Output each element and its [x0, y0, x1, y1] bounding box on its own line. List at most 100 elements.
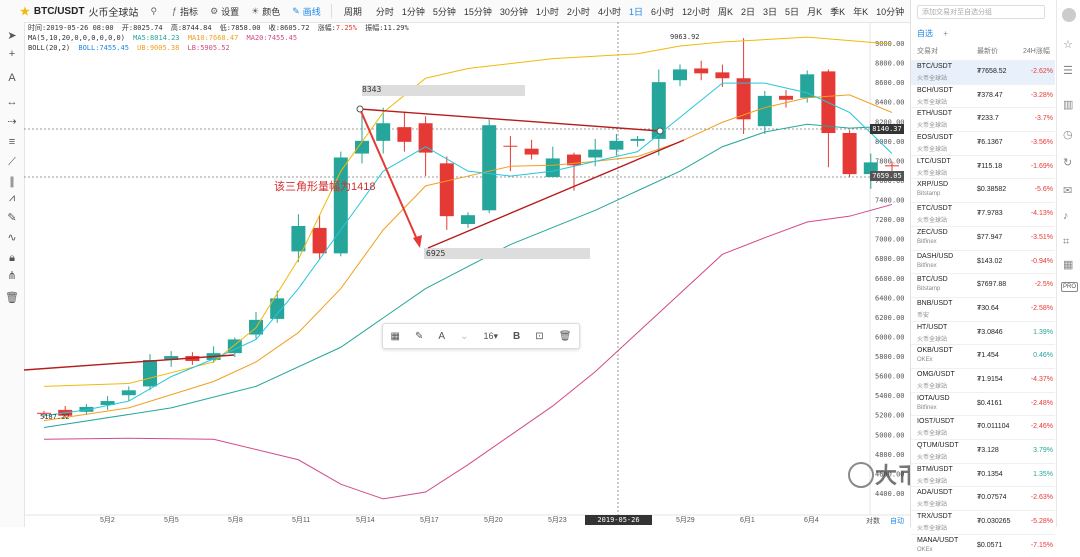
lock-icon[interactable]: 🔒︎: [9, 252, 15, 264]
interval-11[interactable]: 周K: [718, 6, 734, 17]
interval-14[interactable]: 5日: [785, 6, 800, 17]
list-item[interactable]: BTC/USD Bitstamp $7697.88 -2.5%: [911, 273, 1055, 297]
text-tool-icon[interactable]: A: [8, 72, 16, 84]
list-item[interactable]: ETC/USDT 火币全球站 ₮7.9783 -4.13%: [911, 202, 1055, 226]
interval-9[interactable]: 6小时: [650, 6, 674, 17]
settings-button[interactable]: ⚙ 设置: [210, 5, 239, 18]
list-item[interactable]: ETH/USDT 火币全球站 ₮233.7 -3.7%: [911, 107, 1055, 131]
list-item[interactable]: ZEC/USD Bitfinex $77.947 -3.51%: [911, 225, 1055, 250]
chat-icon[interactable]: ✉: [1063, 185, 1073, 197]
interval-15[interactable]: 月K: [807, 6, 823, 17]
draw-button[interactable]: ✎ 画线: [292, 5, 321, 18]
interval-12[interactable]: 2日: [741, 6, 756, 17]
list-item[interactable]: ADA/USDT 火币全球站 ₮0.07574 -2.63%: [911, 486, 1055, 510]
candle-body: [715, 72, 730, 79]
list-item[interactable]: BCH/USDT 火币全球站 ₮378.47 -3.28%: [911, 83, 1055, 108]
interval-16[interactable]: 季K: [830, 6, 846, 17]
list-item[interactable]: IOTA/USD Bitfinex $0.4161 -2.48%: [911, 391, 1055, 416]
magnet-icon[interactable]: ⋔: [7, 270, 17, 282]
indicator-info: 时间:2019-05-26 08:00 开:8025.74 高:8744.84 …: [28, 23, 413, 53]
chart-icon[interactable]: ▥: [1063, 99, 1074, 111]
list-item[interactable]: BTM/USDT 火币全球站 ₮0.1354 1.35%: [911, 462, 1055, 487]
right-icon-bar: ☆ ☰ ▥ ◷ ↻ ✉ ♪ ⌗ ▦ PRO: [1056, 0, 1080, 527]
col-change[interactable]: 24H涨幅: [1023, 48, 1050, 55]
interval-10[interactable]: 12小时: [681, 6, 710, 17]
brush-icon[interactable]: ✎: [7, 212, 17, 224]
log-scale-toggle[interactable]: 对数: [866, 518, 880, 525]
indicators-button[interactable]: ƒ 指标: [172, 5, 198, 18]
price-tick-label: 4800.00: [875, 451, 905, 459]
interval-2[interactable]: 5分钟: [432, 6, 456, 17]
fib-icon[interactable]: ≡: [8, 136, 16, 148]
pro-badge[interactable]: PRO: [1061, 282, 1079, 292]
interval-6[interactable]: 2小时: [566, 6, 590, 17]
ma10-line: [43, 94, 893, 422]
candle-body: [800, 74, 815, 98]
star-list-icon[interactable]: ☆: [1063, 39, 1073, 51]
calendar-icon[interactable]: ▦: [1063, 259, 1074, 271]
pair-symbol: ETC/USDT: [917, 205, 952, 213]
list-item[interactable]: LTC/USDT 火币全球站 ₮115.18 -1.69%: [911, 154, 1055, 179]
pair-change: -3.28%: [1030, 91, 1053, 99]
search-input[interactable]: 添加交易对至自选分组: [917, 5, 1045, 19]
list-item[interactable]: OKB/USDT OKEx ₮1.454 0.46%: [911, 344, 1055, 368]
interval-4[interactable]: 30分钟: [499, 6, 528, 17]
pattern-icon[interactable]: ⩘: [8, 192, 16, 204]
theme-button[interactable]: ☀ 颜色: [251, 5, 280, 18]
refresh-icon[interactable]: ↻: [1063, 157, 1073, 169]
col-pair[interactable]: 交易对: [917, 48, 938, 55]
list-icon[interactable]: ☰: [1063, 65, 1073, 77]
candlestick-chart[interactable]: 9000.008800.008600.008400.008200.008000.…: [24, 22, 910, 527]
star-icon[interactable]: ★: [20, 5, 30, 18]
clock-icon[interactable]: ◷: [1063, 129, 1073, 141]
interval-13[interactable]: 3日: [763, 6, 778, 17]
list-item[interactable]: QTUM/USDT 火币全球站 ₮3.128 3.79%: [911, 439, 1055, 463]
list-item[interactable]: BTC/USDT 火币全球站 ₮7658.52 -2.62%: [911, 60, 1055, 84]
bookmark-icon[interactable]: ⌗: [1063, 236, 1070, 248]
font-icon[interactable]: A: [438, 330, 446, 342]
delete-icon[interactable]: 🗑︎: [558, 330, 572, 342]
pair-selector[interactable]: ★ BTC/USDT 火币全球站: [20, 4, 138, 19]
channel-icon[interactable]: ∥: [9, 176, 15, 188]
search-button[interactable]: ⚲: [150, 6, 160, 17]
list-item[interactable]: IOST/USDT 火币全球站 ₮0.011104 -2.46%: [911, 415, 1055, 439]
list-item[interactable]: BNB/USDT 币安 ₮30.64 -2.58%: [911, 296, 1055, 321]
interval-0[interactable]: 分时: [375, 6, 394, 17]
trash-icon[interactable]: 🗑︎: [5, 292, 19, 304]
triangle-annotation[interactable]: 该三角形量幅为1418: [274, 181, 376, 193]
interval-8[interactable]: 1日: [628, 6, 643, 17]
tab-favorites[interactable]: 自选: [917, 29, 933, 38]
add-group-button[interactable]: +: [943, 29, 948, 38]
crosshair-icon[interactable]: +: [8, 48, 16, 60]
avatar[interactable]: [1062, 8, 1076, 22]
interval-3[interactable]: 15分钟: [463, 6, 492, 17]
ray-icon[interactable]: ⇢: [7, 116, 17, 128]
high-box-label[interactable]: 8343: [362, 85, 382, 94]
list-item[interactable]: HT/USDT 火币全球站 ₮3.0846 1.39%: [911, 320, 1055, 345]
trend-line-icon[interactable]: ⟋: [8, 156, 16, 168]
interval-17[interactable]: 年K: [853, 6, 869, 17]
bold-icon[interactable]: B: [513, 330, 521, 342]
list-item[interactable]: EOS/USDT 火币全球站 ₮6.1367 -3.56%: [911, 131, 1055, 155]
interval-18[interactable]: 10分钟: [876, 6, 905, 17]
path-icon[interactable]: ∿: [7, 232, 17, 244]
interval-5[interactable]: 1小时: [535, 6, 559, 17]
col-price[interactable]: 最新价: [977, 48, 998, 55]
cursor-icon[interactable]: ➤: [7, 30, 17, 42]
list-item[interactable]: DASH/USD Bitfinex $143.02 -0.94%: [911, 249, 1055, 274]
unlock-icon[interactable]: ⊡: [535, 330, 544, 342]
chevron-down-icon[interactable]: ⌄: [460, 330, 469, 342]
auto-scale-toggle[interactable]: 自动: [890, 518, 904, 525]
interval-7[interactable]: 4小时: [597, 6, 621, 17]
list-item[interactable]: XRP/USD Bitstamp $0.38582 -5.6%: [911, 178, 1055, 202]
interval-1[interactable]: 1分钟: [401, 6, 425, 17]
list-item[interactable]: OMG/USDT 火币全球站 ₮1.9154 -4.37%: [911, 367, 1055, 392]
list-item[interactable]: TRX/USDT 火币全球站 ₮0.030265 -5.28%: [911, 510, 1055, 534]
pencil-icon[interactable]: ✎: [414, 330, 424, 342]
bell-icon[interactable]: ♪: [1063, 210, 1069, 222]
low-box-label[interactable]: 6925: [426, 249, 446, 258]
grid-icon[interactable]: ▦: [390, 330, 400, 342]
horizontal-line-icon[interactable]: ↔: [6, 96, 18, 108]
list-item[interactable]: MANA/USDT OKEx $0.0571 -7.15%: [911, 533, 1055, 557]
font-size-select[interactable]: 16▾: [483, 330, 499, 341]
